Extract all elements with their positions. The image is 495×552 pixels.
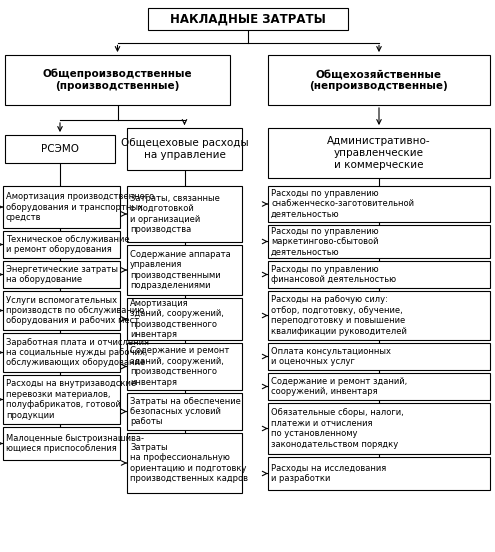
Text: Содержание аппарата
управления
производственными
подразделениями: Содержание аппарата управления производс… [130,250,231,290]
Bar [5,55,230,105]
Bar [268,55,490,105]
Bar [127,186,242,242]
Bar [3,375,120,424]
Text: Расходы на рабочую силу:
отбор, подготовку, обучение,
переподготовку и повышение: Расходы на рабочую силу: отбор, подготов… [271,295,407,336]
Bar [268,225,490,258]
Bar [127,245,242,295]
Text: Содержание и ремонт зданий,
сооружений, инвентаря: Содержание и ремонт зданий, сооружений, … [271,377,407,396]
Bar [148,8,348,30]
Bar [5,135,115,163]
Text: НАКЛАДНЫЕ ЗАТРАТЫ: НАКЛАДНЫЕ ЗАТРАТЫ [170,13,326,25]
Bar [127,128,242,170]
Text: Обязательные сборы, налоги,
платежи и отчисления
по установленному
законодательс: Обязательные сборы, налоги, платежи и от… [271,408,404,449]
Text: Амортизация производственного
оборудования и транспортных
средств: Амортизация производственного оборудован… [6,192,154,222]
Text: Содержание и ремонт
зданий, сооружений,
производственного
инвентаря: Содержание и ремонт зданий, сооружений, … [130,347,229,386]
Text: Общепроизводственные
(производственные): Общепроизводственные (производственные) [43,69,193,91]
Text: Малоценные быстроизнашива-
ющиеся приспособления: Малоценные быстроизнашива- ющиеся приспо… [6,434,144,453]
Text: Расходы на исследования
и разработки: Расходы на исследования и разработки [271,464,386,483]
Bar [3,427,120,460]
Text: Энергетические затраты
на оборудование: Энергетические затраты на оборудование [6,265,118,284]
Text: Административно-
управленческие
и коммерческие: Административно- управленческие и коммер… [327,136,431,169]
Text: Заработная плата и отчисления
на социальные нужды рабочих,
обслуживающих оборудо: Заработная плата и отчисления на социаль… [6,338,149,368]
Text: Общецеховые расходы
на управление: Общецеховые расходы на управление [121,138,248,160]
Bar [127,433,242,493]
Bar [3,291,120,330]
Bar [127,343,242,390]
Text: Расходы по управлению
финансовой деятельностью: Расходы по управлению финансовой деятель… [271,265,396,284]
Bar [127,393,242,430]
Bar [268,291,490,340]
Bar [268,403,490,454]
Bar [268,343,490,370]
Text: Общехозяйственные
(непроизводственные): Общехозяйственные (непроизводственные) [310,69,448,91]
Bar [268,128,490,178]
Text: Техническое обслуживание
и ремонт оборудования: Техническое обслуживание и ремонт оборуд… [6,235,130,254]
Bar [268,457,490,490]
Bar [3,231,120,258]
Text: Расходы по управлению
снабженческо-заготовительной
деятельностью: Расходы по управлению снабженческо-загот… [271,189,414,219]
Bar [127,298,242,340]
Bar [3,186,120,228]
Text: РСЭМО: РСЭМО [41,144,79,154]
Bar [3,333,120,372]
Text: Расходы на внутризаводские
перевозки материалов,
полуфабрикатов, готовой
продукц: Расходы на внутризаводские перевозки мат… [6,379,136,420]
Text: Расходы по управлению
маркетингово-сбытовой
деятельностью: Расходы по управлению маркетингово-сбыто… [271,227,379,256]
Bar [268,373,490,400]
Bar [3,261,120,288]
Text: Затраты
на профессиональную
ориентацию и подготовку
производственных кадров: Затраты на профессиональную ориентацию и… [130,443,248,483]
Text: Услуги вспомогательных
производств по обслуживанию
оборудования и рабочих мест: Услуги вспомогательных производств по об… [6,296,144,325]
Text: Амортизация
зданий, сооружений,
производственного
инвентаря: Амортизация зданий, сооружений, производ… [130,299,224,339]
Bar [268,261,490,288]
Text: Затраты на обеспечение
безопасных условий
работы: Затраты на обеспечение безопасных услови… [130,396,241,426]
Text: Затраты, связанные
с подготовкой
и организацией
производства: Затраты, связанные с подготовкой и орган… [130,194,220,234]
Bar [268,186,490,222]
Text: Оплата консультационных
и оценочных услуг: Оплата консультационных и оценочных услу… [271,347,391,366]
